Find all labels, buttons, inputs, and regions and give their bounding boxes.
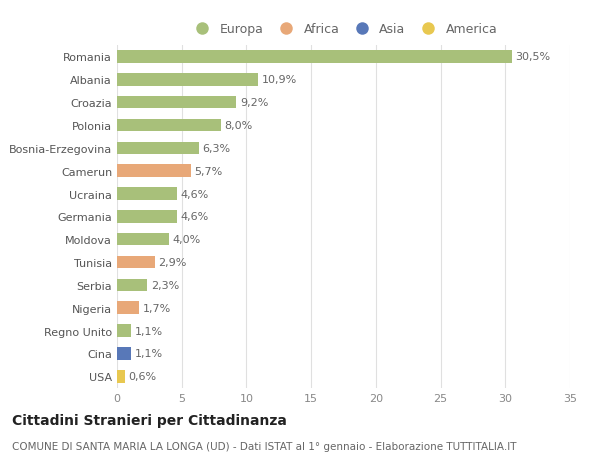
Bar xyxy=(117,370,125,383)
Text: 1,1%: 1,1% xyxy=(135,349,163,358)
Text: 10,9%: 10,9% xyxy=(262,75,297,85)
Bar xyxy=(117,279,147,291)
Bar xyxy=(117,256,155,269)
Bar xyxy=(117,325,131,337)
Text: 5,7%: 5,7% xyxy=(194,166,223,176)
Bar xyxy=(117,347,131,360)
Text: Cittadini Stranieri per Cittadinanza: Cittadini Stranieri per Cittadinanza xyxy=(12,413,287,427)
Text: 2,3%: 2,3% xyxy=(151,280,179,290)
Bar xyxy=(117,302,139,314)
Text: 4,6%: 4,6% xyxy=(181,189,209,199)
Text: 2,9%: 2,9% xyxy=(158,257,187,268)
Legend: Europa, Africa, Asia, America: Europa, Africa, Asia, America xyxy=(185,18,502,41)
Text: 1,1%: 1,1% xyxy=(135,326,163,336)
Bar xyxy=(117,234,169,246)
Text: 0,6%: 0,6% xyxy=(128,371,157,381)
Text: COMUNE DI SANTA MARIA LA LONGA (UD) - Dati ISTAT al 1° gennaio - Elaborazione TU: COMUNE DI SANTA MARIA LA LONGA (UD) - Da… xyxy=(12,441,517,451)
Bar xyxy=(117,211,176,223)
Bar xyxy=(117,188,176,200)
Bar xyxy=(117,51,512,63)
Text: 4,6%: 4,6% xyxy=(181,212,209,222)
Bar xyxy=(117,74,258,86)
Bar xyxy=(117,97,236,109)
Text: 9,2%: 9,2% xyxy=(240,98,268,108)
Bar xyxy=(117,142,199,155)
Bar xyxy=(117,119,221,132)
Text: 4,0%: 4,0% xyxy=(173,235,201,245)
Bar xyxy=(117,165,191,178)
Text: 8,0%: 8,0% xyxy=(224,121,253,131)
Text: 30,5%: 30,5% xyxy=(515,52,551,62)
Text: 6,3%: 6,3% xyxy=(202,144,230,153)
Text: 1,7%: 1,7% xyxy=(143,303,171,313)
